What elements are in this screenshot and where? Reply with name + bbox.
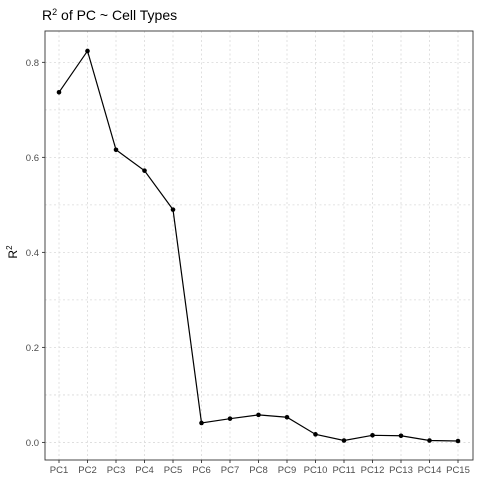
chart-title: R2 of PC ~ Cell Types	[42, 7, 177, 23]
y-tick-label: 0.8	[26, 58, 39, 69]
x-tick-label: PC3	[107, 465, 125, 476]
y-tick-label: 0.2	[26, 343, 39, 354]
y-axis-title-base: R	[6, 250, 20, 259]
data-point	[427, 438, 432, 443]
data-point	[142, 168, 147, 173]
series-layer	[56, 48, 461, 444]
data-point	[455, 438, 461, 444]
x-tick-label: PC10	[304, 465, 328, 476]
x-tick-label: PC4	[135, 465, 153, 476]
x-tick-label: PC7	[221, 465, 239, 476]
x-tick-label: PC2	[78, 465, 96, 476]
y-axis: 0.0 0.2 0.4 0.6 0.8	[26, 58, 45, 449]
data-point	[170, 207, 176, 212]
data-point	[256, 412, 261, 418]
x-tick-label: PC9	[278, 465, 296, 476]
data-point	[56, 89, 62, 95]
data-point	[284, 414, 290, 420]
data-point	[398, 433, 404, 439]
data-point	[341, 438, 347, 443]
plot-panel-border	[44, 30, 474, 461]
x-tick-label: PC5	[164, 465, 182, 476]
y-axis-title-superscript: 2	[5, 245, 14, 250]
data-point	[85, 48, 90, 54]
chart-title-base: R	[42, 7, 52, 23]
data-point	[370, 432, 375, 438]
x-tick-label: PC8	[249, 465, 267, 476]
x-tick-label: PC6	[192, 465, 210, 476]
x-tick-label: PC14	[418, 465, 442, 476]
x-tick-label: PC13	[389, 465, 413, 476]
y-tick-label: 0.0	[26, 438, 39, 449]
y-axis-title: R2	[5, 245, 20, 259]
data-point	[313, 432, 318, 437]
chart-title-superscript: 2	[52, 7, 57, 17]
x-tick-label: PC15	[446, 465, 470, 476]
chart-title-rest: of PC ~ Cell Types	[57, 7, 177, 23]
data-point	[227, 416, 233, 421]
x-tick-label: PC1	[50, 465, 68, 476]
x-axis: PC1 PC2 PC3 PC4 PC5 PC6 PC7 PC8 PC9 PC10 PC11 PC12 P…	[50, 460, 470, 476]
y-tick-label: 0.6	[26, 153, 39, 164]
data-point	[199, 420, 204, 426]
x-tick-label: PC11	[332, 465, 355, 476]
y-tick-label: 0.4	[26, 248, 39, 259]
x-tick-label: PC12	[361, 465, 385, 476]
grid-layer	[45, 31, 473, 460]
data-point	[113, 147, 119, 153]
